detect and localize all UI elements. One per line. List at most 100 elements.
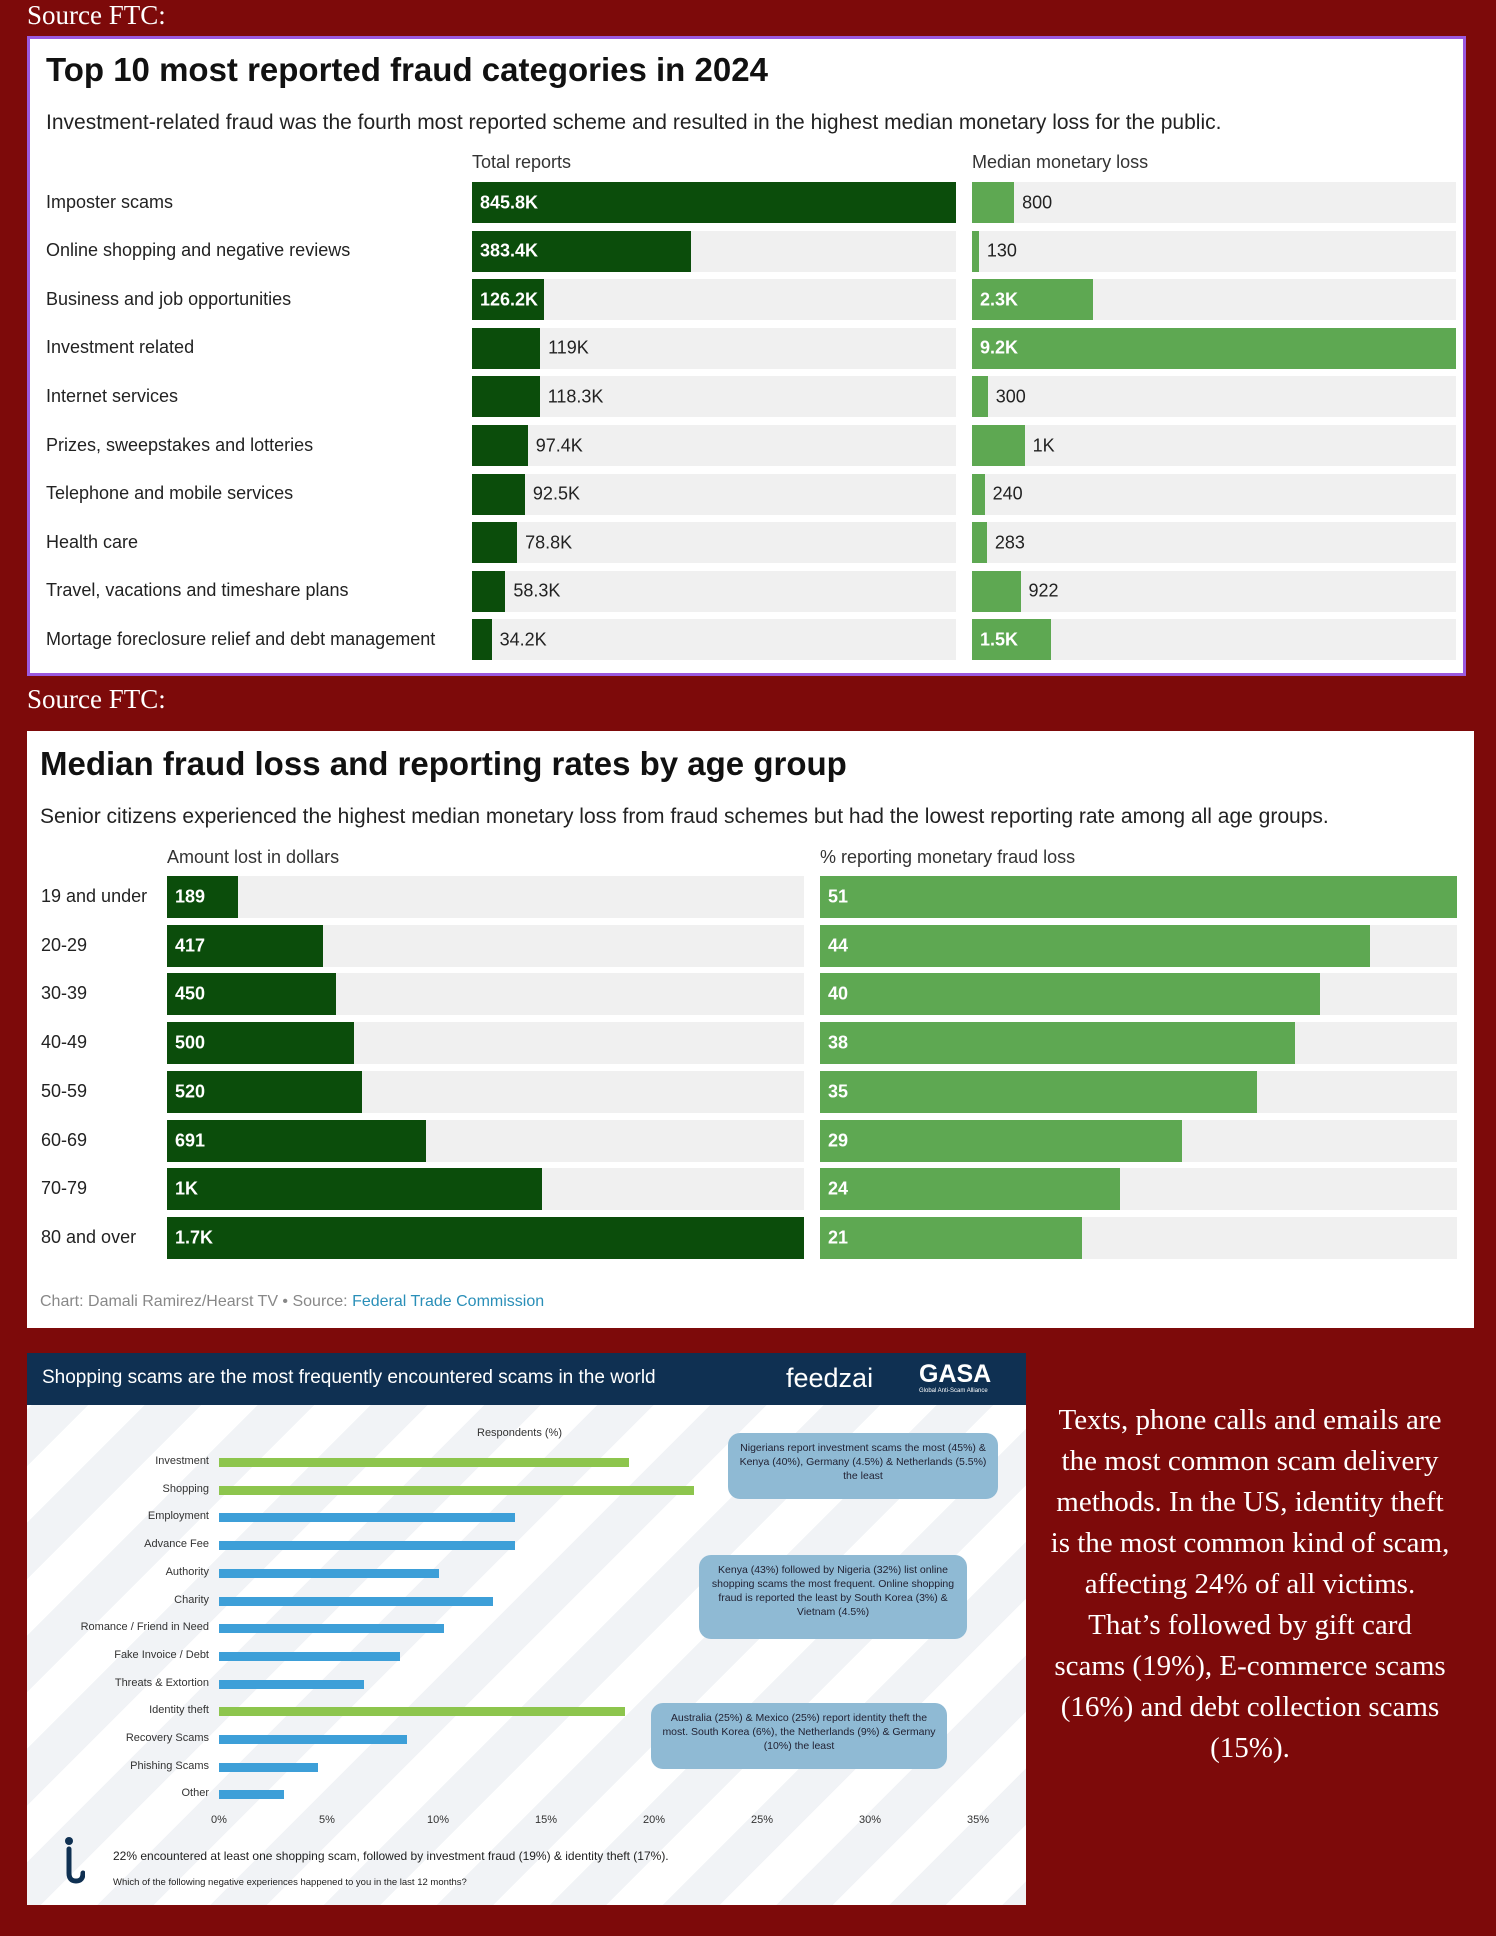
bar-track: 520: [167, 1070, 804, 1113]
bar: [219, 1790, 284, 1800]
data-label: 2.3K: [980, 289, 1019, 310]
gasa-logo: GASA: [919, 1360, 992, 1388]
bar: [219, 1596, 494, 1606]
data-label: 450: [175, 983, 206, 1004]
x-axis-title: Respondents (%): [477, 1427, 562, 1439]
data-label: 24: [828, 1178, 849, 1199]
x-tick-label: 30%: [859, 1814, 882, 1826]
bar: [820, 876, 1457, 918]
data-label: 845.8K: [480, 192, 539, 212]
category-label: 60-69: [41, 1129, 88, 1150]
bar: [820, 1022, 1295, 1065]
bar: [472, 230, 692, 272]
bar-track: 78.8K: [472, 522, 956, 564]
bar: [972, 230, 979, 272]
category-label: Recovery Scams: [125, 1732, 209, 1744]
bar: [167, 1216, 804, 1259]
data-label: 383.4K: [480, 240, 539, 261]
annotation-shopping: Kenya (43%) followed by Nigeria (32%) li…: [699, 1555, 967, 1639]
bar-track: 1K: [972, 425, 1456, 466]
bar: [820, 1216, 1083, 1259]
annotation-identity-theft: Australia (25%) & Mexico (25%) report id…: [651, 1703, 947, 1769]
chart-title: Top 10 most reported fraud categories in…: [46, 51, 768, 88]
category-label: Imposter scams: [46, 191, 174, 212]
fraud-categories-chart: Top 10 most reported fraud categories in…: [27, 36, 1466, 676]
category-label: Business and job opportunities: [46, 288, 292, 309]
data-label: 500: [175, 1032, 206, 1053]
data-label: 1.7K: [175, 1227, 214, 1248]
infographic-title: Shopping scams are the most frequently e…: [42, 1367, 656, 1388]
data-label: 283: [994, 532, 1025, 553]
bar: [972, 279, 1093, 321]
category-label: Phishing Scams: [130, 1759, 209, 1772]
bar-track: 119K: [472, 327, 956, 369]
data-label: 119K: [548, 337, 589, 358]
source-link[interactable]: Federal Trade Commission: [352, 1293, 545, 1310]
category-label: Mortage foreclosure relief and debt mana…: [46, 628, 436, 649]
bar: [219, 1541, 515, 1551]
category-label: 40-49: [41, 1032, 88, 1053]
bar: [167, 1070, 362, 1113]
category-label: Prizes, sweepstakes and lotteries: [46, 434, 314, 455]
data-label: 130: [986, 240, 1017, 261]
bar: [472, 327, 541, 369]
data-label: 1K: [1032, 435, 1055, 455]
category-label: Threats & Extortion: [114, 1676, 209, 1689]
category-label: Identity theft: [149, 1704, 209, 1717]
category-label: 30-39: [41, 983, 88, 1004]
bar: [472, 619, 492, 661]
bar: [820, 1168, 1120, 1211]
data-label: 35: [828, 1081, 849, 1102]
bar: [972, 182, 1015, 223]
bar: [219, 1624, 444, 1634]
data-label: 51: [828, 886, 849, 907]
data-label: 44: [828, 935, 849, 956]
x-tick-label: 0%: [211, 1814, 227, 1826]
bar: [472, 522, 518, 564]
bar-track: 34.2K: [472, 619, 956, 661]
data-label: 118.3K: [547, 386, 604, 407]
bar-track: 417: [167, 924, 804, 967]
bar-track: 24: [820, 1168, 1457, 1211]
series-header-loss: Median monetary loss: [972, 152, 1149, 172]
bar: [219, 1568, 440, 1578]
bar: [820, 973, 1320, 1016]
bar: [972, 522, 987, 564]
bar: [219, 1651, 401, 1661]
bar: [472, 473, 525, 515]
infographic-header: Shopping scams are the most frequently e…: [27, 1353, 1026, 1405]
bar-track: 97.4K: [472, 425, 956, 466]
bar-track: 9.2K: [972, 327, 1456, 369]
data-label: 300: [995, 386, 1026, 407]
bar: [167, 1168, 542, 1211]
series-header-reports: Total reports: [472, 152, 572, 172]
bar-track: 500: [167, 1022, 804, 1065]
data-label: 240: [992, 483, 1023, 504]
bar: [219, 1679, 364, 1689]
data-label: 417: [175, 935, 206, 956]
bar-track: 38: [820, 1022, 1457, 1065]
bar: [219, 1458, 630, 1467]
data-label: 58.3K: [513, 580, 561, 601]
bar-track: 1.5K: [972, 619, 1456, 661]
bar-track: 44: [820, 924, 1457, 967]
data-label: 38: [828, 1032, 849, 1053]
category-label: 50-59: [41, 1080, 88, 1101]
bar: [472, 425, 528, 466]
category-label: Employment: [147, 1510, 209, 1523]
bar: [219, 1707, 626, 1717]
bar: [972, 570, 1021, 612]
bar-track: 189: [167, 876, 804, 918]
category-label: Advance Fee: [144, 1538, 209, 1551]
category-label: Romance / Friend in Need: [80, 1621, 209, 1634]
x-tick-label: 25%: [751, 1814, 774, 1826]
bar: [972, 473, 985, 515]
category-label: Travel, vacations and timeshare plans: [46, 580, 349, 601]
bar: [167, 973, 336, 1016]
bar-track: 450: [167, 973, 804, 1016]
chart-subtitle: Senior citizens experienced the highest …: [40, 805, 1329, 828]
series-header-amount: Amount lost in dollars: [167, 847, 340, 867]
bar-track: 691: [167, 1119, 804, 1162]
bar: [972, 327, 1456, 369]
x-tick-label: 5%: [319, 1814, 335, 1826]
